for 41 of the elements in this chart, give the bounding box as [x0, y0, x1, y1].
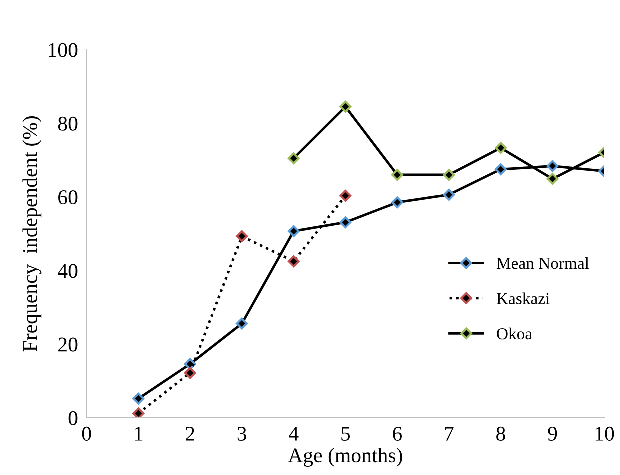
point — [546, 160, 559, 172]
point — [495, 142, 507, 154]
point — [288, 225, 300, 238]
point — [132, 408, 145, 418]
y-tick-label: 40 — [58, 264, 78, 278]
point — [495, 164, 507, 176]
x-tick-label: 3 — [238, 426, 247, 441]
x-tick-label: 6 — [393, 426, 402, 441]
y-axis-title: Frequency independent (%) — [22, 116, 42, 352]
x-tick-label: 4 — [289, 427, 299, 441]
x-tick-label: 0 — [82, 426, 92, 441]
x-tick-label: 8 — [496, 426, 506, 441]
point — [184, 367, 196, 380]
point — [391, 196, 404, 209]
x-tick-label: 10 — [596, 426, 614, 441]
point — [340, 190, 352, 202]
x-tick-label: 2 — [186, 426, 194, 441]
x-tick-label: 7 — [445, 427, 454, 441]
point — [546, 173, 559, 186]
point — [288, 152, 300, 164]
point — [391, 169, 404, 181]
legend-label: Kaskazi — [496, 292, 550, 304]
y-tick-label: 100 — [49, 43, 78, 58]
x-axis-title: Age (months) — [288, 448, 402, 467]
point — [443, 169, 456, 181]
y-tick-label: 20 — [58, 338, 78, 352]
legend-label: Mean Normal — [496, 257, 590, 270]
point — [443, 188, 456, 201]
point — [340, 216, 352, 228]
point — [288, 256, 300, 268]
point — [340, 100, 352, 113]
y-tick-label: 60 — [58, 190, 78, 205]
x-tick-label: 9 — [548, 426, 558, 441]
y-tick-label: 80 — [58, 116, 78, 131]
y-tick-label: 0 — [68, 411, 78, 426]
x-tick-label: 5 — [342, 427, 350, 441]
x-tick-label: 1 — [135, 427, 143, 441]
point — [236, 230, 248, 242]
point — [236, 318, 248, 330]
point — [132, 392, 145, 405]
legend-label: Okoa — [497, 328, 532, 340]
